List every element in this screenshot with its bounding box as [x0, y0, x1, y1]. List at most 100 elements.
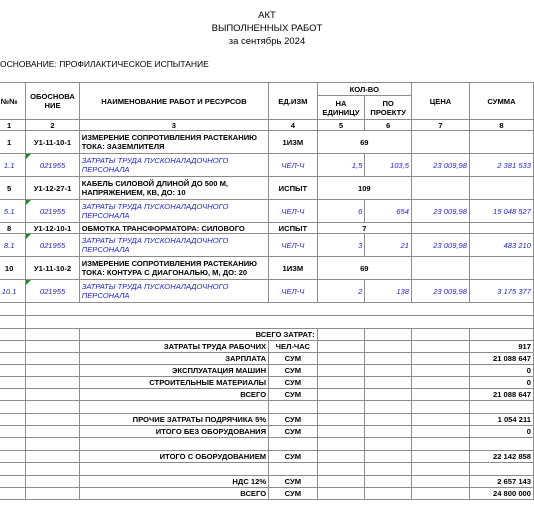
row-unit: ЧЕЛ-Ч — [268, 279, 318, 303]
total-unit: СУМ — [268, 450, 318, 463]
row-unit: ЧЕЛ-Ч — [268, 233, 318, 257]
row-num: 1.1 — [0, 153, 27, 177]
total-row: ПРОЧИЕ ЗАТРАТЫ ПОДРЯЧИКА 5% СУМ 1 054 21… — [0, 413, 534, 426]
total-label: ВСЕГО — [78, 487, 270, 500]
total-unit: СУМ — [268, 413, 318, 426]
resource-row: 10.1 021955 ЗАТРАТЫ ТРУДА ПУСКОНАЛАДОЧНО… — [0, 279, 534, 303]
col-number: 4 — [268, 119, 318, 131]
total-row: ЭКСПЛУАТАЦИЯ МАШИН СУМ 0 — [0, 364, 534, 377]
doc-title: АКТ — [258, 10, 276, 21]
row-num: 5.1 — [0, 199, 27, 223]
row-num: 10 — [0, 256, 27, 280]
total-label: ИТОГО С ОБОРУДОВАНИЕМ — [78, 450, 270, 463]
total-unit: СУМ — [268, 352, 318, 365]
row-price: 23 009,98 — [411, 153, 470, 177]
row-code: У1-11-10-2 — [25, 256, 80, 280]
col-header-name: НАИМЕНОВАНИЕ РАБОТ И РЕСУРСОВ — [78, 82, 270, 120]
doc-period: за сентябрь 2024 — [228, 36, 306, 47]
row-per-unit: 6 — [316, 199, 366, 223]
row-name: КАБЕЛЬ СИЛОВОЙ ДЛИНОЙ ДО 500 М, НАПРЯЖЕН… — [78, 176, 270, 200]
row-name: ЗАТРАТЫ ТРУДА ПУСКОНАЛАДОЧНОГО ПЕРСОНАЛА — [78, 279, 270, 303]
row-unit: ИСПЫТ — [268, 222, 318, 234]
total-unit: ЧЕЛ-ЧАС — [268, 340, 318, 353]
col-number: 5 — [316, 119, 366, 131]
col-header-num: №№ — [0, 82, 27, 120]
total-value: 2 657 143 — [469, 475, 534, 488]
total-value: 1 054 211 — [469, 413, 534, 426]
row-project: 103,5 — [364, 153, 412, 177]
row-code: 021955 — [25, 233, 80, 257]
row-project: 654 — [364, 199, 412, 223]
works-table: №№ ОБОСНОВАНИЕ НАИМЕНОВАНИЕ РАБОТ И РЕСУ… — [0, 82, 534, 500]
total-row: СТРОИТЕЛЬНЫЕ МАТЕРИАЛЫ СУМ 0 — [0, 376, 534, 389]
row-code: У1-12-10-1 — [25, 222, 80, 234]
row-sum: 483 210 — [469, 233, 534, 257]
row-unit: ЧЕЛ-Ч — [268, 199, 318, 223]
total-label: ЭКСПЛУАТАЦИЯ МАШИН — [78, 364, 270, 377]
row-code: 021955 — [25, 153, 80, 177]
row-name: ИЗМЕРЕНИЕ СОПРОТИВЛЕНИЯ РАСТЕКАНИЮ ТОКА:… — [78, 256, 270, 280]
row-per-unit: 3 — [316, 233, 366, 257]
row-price: 23 009,98 — [411, 233, 470, 257]
total-value: 22 142 858 — [469, 450, 534, 463]
total-unit: СУМ — [268, 475, 318, 488]
total-row: ЗАТРАТЫ ТРУДА РАБОЧИХ ЧЕЛ-ЧАС 917 — [0, 340, 534, 353]
total-row: ИТОГО БЕЗ ОБОРУДОВАНИЯ СУМ 0 — [0, 425, 534, 438]
row-code: 021955 — [25, 199, 80, 223]
total-unit: СУМ — [268, 425, 318, 438]
row-per-unit: 2 — [316, 279, 366, 303]
total-value: 917 — [469, 340, 534, 353]
resource-row: 1.1 021955 ЗАТРАТЫ ТРУДА ПУСКОНАЛАДОЧНОГ… — [0, 153, 534, 177]
total-label: ЗАРПЛАТА — [78, 352, 270, 365]
works-table-container: №№ ОБОСНОВАНИЕ НАИМЕНОВАНИЕ РАБОТ И РЕСУ… — [0, 82, 534, 500]
col-header-qty-unit: НА ЕДИНИЦУ — [316, 95, 366, 120]
col-number: 6 — [364, 119, 412, 131]
row-unit: 1ИЗМ — [268, 130, 318, 154]
col-header-qty-project: ПО ПРОЕКТУ — [364, 95, 412, 120]
row-code: У1-12-27-1 — [25, 176, 80, 200]
total-label: ЗАТРАТЫ ТРУДА РАБОЧИХ — [78, 340, 270, 353]
total-label: ВСЕГО — [78, 388, 270, 401]
doc-subtitle: ВЫПОЛНЕННЫХ РАБОТ — [211, 23, 323, 34]
row-name: ЗАТРАТЫ ТРУДА ПУСКОНАЛАДОЧНОГО ПЕРСОНАЛА — [78, 153, 270, 177]
col-number: 7 — [411, 119, 470, 131]
row-per-unit: 1,5 — [316, 153, 366, 177]
total-unit: СУМ — [268, 388, 318, 401]
row-price: 23 009,98 — [411, 279, 470, 303]
row-code: У1-11-10-1 — [25, 130, 80, 154]
row-num: 1 — [0, 130, 27, 154]
row-name: ИЗМЕРЕНИЕ СОПРОТИВЛЕНИЯ РАСТЕКАНИЮ ТОКА:… — [78, 130, 270, 154]
total-unit: СУМ — [268, 487, 318, 500]
row-unit: 1ИЗМ — [268, 256, 318, 280]
row-num: 5 — [0, 176, 27, 200]
row-sum: 2 381 533 — [469, 153, 534, 177]
total-value: 0 — [469, 376, 534, 389]
total-value: 24 800 000 — [469, 487, 534, 500]
total-label: СТРОИТЕЛЬНЫЕ МАТЕРИАЛЫ — [78, 376, 270, 389]
col-number: 8 — [469, 119, 534, 131]
work-row: 1 У1-11-10-1 ИЗМЕРЕНИЕ СОПРОТИВЛЕНИЯ РАС… — [0, 130, 534, 154]
col-number: 3 — [78, 119, 270, 131]
row-qty: 69 — [316, 130, 413, 154]
row-unit: ЧЕЛ-Ч — [268, 153, 318, 177]
total-value: 21 088 647 — [469, 388, 534, 401]
col-number: 2 — [25, 119, 80, 131]
total-value: 21 088 647 — [469, 352, 534, 365]
totals-heading: ВСЕГО ЗАТРАТ: — [78, 328, 318, 341]
col-number: 1 — [0, 119, 27, 131]
work-row: 8 У1-12-10-1 ОБМОТКА ТРАНСФОРМАТОРА: СИЛ… — [0, 222, 534, 234]
col-header-basis: ОБОСНОВАНИЕ — [25, 82, 80, 120]
row-price: 23 009,98 — [411, 199, 470, 223]
total-row: ИТОГО С ОБОРУДОВАНИЕМ СУМ 22 142 858 — [0, 450, 534, 463]
resource-row: 8.1 021955 ЗАТРАТЫ ТРУДА ПУСКОНАЛАДОЧНОГ… — [0, 233, 534, 257]
col-header-unit: ЕД.ИЗМ — [268, 82, 318, 120]
row-name: ЗАТРАТЫ ТРУДА ПУСКОНАЛАДОЧНОГО ПЕРСОНАЛА — [78, 233, 270, 257]
row-qty: 109 — [316, 176, 413, 200]
col-header-qty: КОЛ-ВО — [316, 82, 413, 96]
total-label: ПРОЧИЕ ЗАТРАТЫ ПОДРЯЧИКА 5% — [78, 413, 270, 426]
row-sum: 3 175 377 — [469, 279, 534, 303]
row-code: 021955 — [25, 279, 80, 303]
total-row: ЗАРПЛАТА СУМ 21 088 647 — [0, 352, 534, 365]
row-project: 138 — [364, 279, 412, 303]
doc-basis: ОСНОВАНИЕ: ПРОФИЛАКТИЧЕСКОЕ ИСПЫТАНИЕ — [0, 59, 209, 69]
